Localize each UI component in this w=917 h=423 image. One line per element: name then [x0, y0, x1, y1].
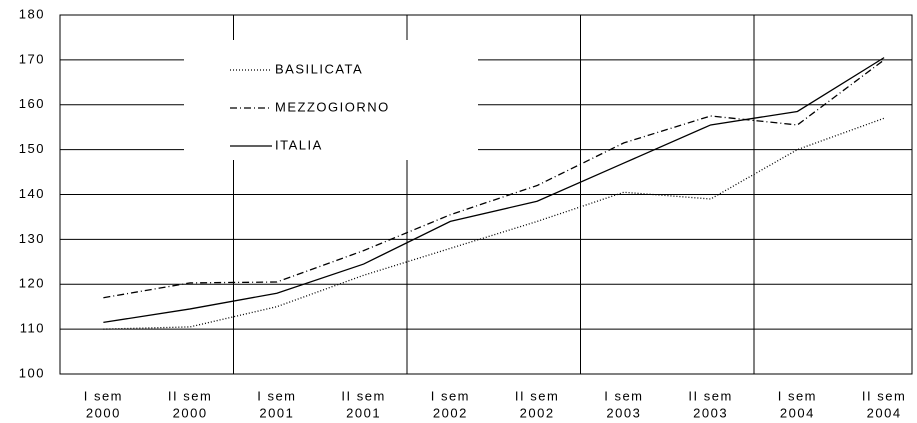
x-tick-label: I sem	[257, 388, 296, 403]
x-tick-label: 2002	[433, 405, 468, 420]
y-tick-label: 150	[19, 141, 45, 156]
x-tick-label: I sem	[84, 388, 123, 403]
x-tick-label: 2004	[867, 405, 902, 420]
x-tick-label: 2000	[86, 405, 121, 420]
x-tick-label: 2001	[259, 405, 294, 420]
y-tick-label: 170	[19, 51, 45, 66]
x-tick-label: 2004	[780, 405, 815, 420]
x-tick-label: 2002	[520, 405, 555, 420]
plot-frame	[59, 14, 913, 375]
series-line	[103, 59, 885, 299]
x-tick-label: I sem	[431, 388, 470, 403]
x-tick-label: II sem	[515, 388, 559, 403]
legend-label: BASILICATA	[275, 61, 363, 76]
x-tick-label: 2000	[173, 405, 208, 420]
x-tick-label: II sem	[341, 388, 385, 403]
x-tick-label: I sem	[604, 388, 643, 403]
x-tick-label: 2001	[346, 405, 381, 420]
x-tick-label: II sem	[862, 388, 906, 403]
y-tick-label: 130	[19, 231, 45, 246]
x-tick-label: 2003	[693, 405, 728, 420]
legend-label: MEZZOGIORNO	[275, 99, 390, 114]
y-tick-label: 140	[19, 186, 45, 201]
x-tick-label: II sem	[688, 388, 732, 403]
series-line	[103, 57, 885, 324]
legend-box	[184, 40, 478, 160]
y-tick-label: 180	[19, 6, 45, 21]
y-tick-label: 100	[19, 365, 45, 380]
y-tick-label: 110	[20, 321, 45, 336]
x-tick-label: I sem	[778, 388, 817, 403]
x-tick-label: 2003	[606, 405, 641, 420]
y-tick-label: 160	[19, 96, 45, 111]
y-tick-label: 120	[19, 276, 45, 291]
legend-label: ITALIA	[275, 137, 323, 152]
series-line	[103, 117, 885, 330]
x-tick-label: II sem	[168, 388, 212, 403]
